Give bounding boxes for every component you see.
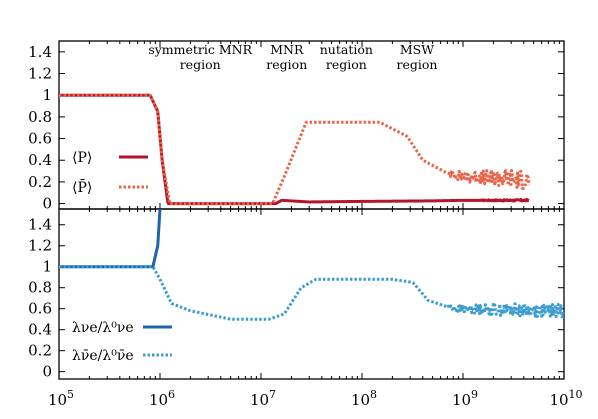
y-tick-label: 0.2 (28, 342, 52, 360)
legend-label-pbar: ⟨P̄⟩ (72, 178, 92, 196)
bottom-plot-frame (58, 208, 565, 380)
top-series (59, 93, 531, 206)
legend-label-nubar: λν̄e/λ⁰ν̄e (72, 348, 134, 364)
region-annotation: MSW region (396, 42, 437, 72)
bottom-panel: 0 0.2 0.4 0.6 0.8 1 1.2 1.4 105 106 107 108 109 1010… (28, 208, 583, 409)
y-tick-label: 0 (42, 195, 52, 213)
series-line-top-1 (59, 93, 531, 206)
region-annotations: symmetric MNR region MNR region nutation regi… (148, 42, 437, 72)
y-tick-label: 1 (42, 258, 52, 276)
bottom-x-ticks: 105 106 107 108 109 1010 (48, 209, 583, 409)
y-tick-label: 1 (42, 86, 52, 104)
bottom-legend: λνe/λ⁰νe λν̄e/λ⁰ν̄e (72, 320, 172, 364)
top-plot-frame (58, 40, 565, 210)
y-tick-label: 0.2 (28, 173, 52, 191)
y-tick-label: 0.6 (28, 130, 52, 148)
series-line-bottom-1 (59, 265, 564, 321)
y-tick-label: 1.4 (28, 43, 52, 61)
y-tick-label: 0 (42, 363, 52, 381)
region-annotation: nutation region (320, 42, 373, 72)
x-tick-label: 108 (351, 388, 377, 409)
top-y-ticks: 0 0.2 0.4 0.6 0.8 1 1.2 1.4 (28, 41, 564, 213)
x-tick-label: 107 (250, 388, 276, 409)
y-tick-label: 0.4 (28, 321, 52, 339)
top-panel: 0 0.2 0.4 0.6 0.8 1 1.2 1.4 symmetric MNR region… (28, 40, 565, 213)
y-tick-label: 0.8 (28, 279, 52, 297)
y-tick-label: 1.2 (28, 65, 52, 83)
x-tick-label: 106 (149, 388, 175, 409)
y-tick-label: 0.6 (28, 300, 52, 318)
region-annotation: symmetric MNR region (148, 42, 252, 72)
top-legend: ⟨P⟩ ⟨P̄⟩ (72, 150, 148, 196)
y-tick-label: 1.2 (28, 237, 52, 255)
region-annotation: MNR region (266, 42, 307, 72)
y-tick-label: 0.4 (28, 151, 52, 169)
y-tick-label: 0.8 (28, 108, 52, 126)
legend-label-p: ⟨P⟩ (72, 150, 92, 166)
x-tick-label: 105 (48, 388, 74, 409)
series-line-bottom-0 (59, 209, 162, 269)
y-tick-label: 1.4 (28, 216, 52, 234)
legend-label-nu: λνe/λ⁰νe (72, 320, 134, 336)
bottom-series (59, 209, 564, 321)
x-tick-label: 1010 (549, 388, 582, 409)
x-tick-label: 109 (452, 388, 478, 409)
